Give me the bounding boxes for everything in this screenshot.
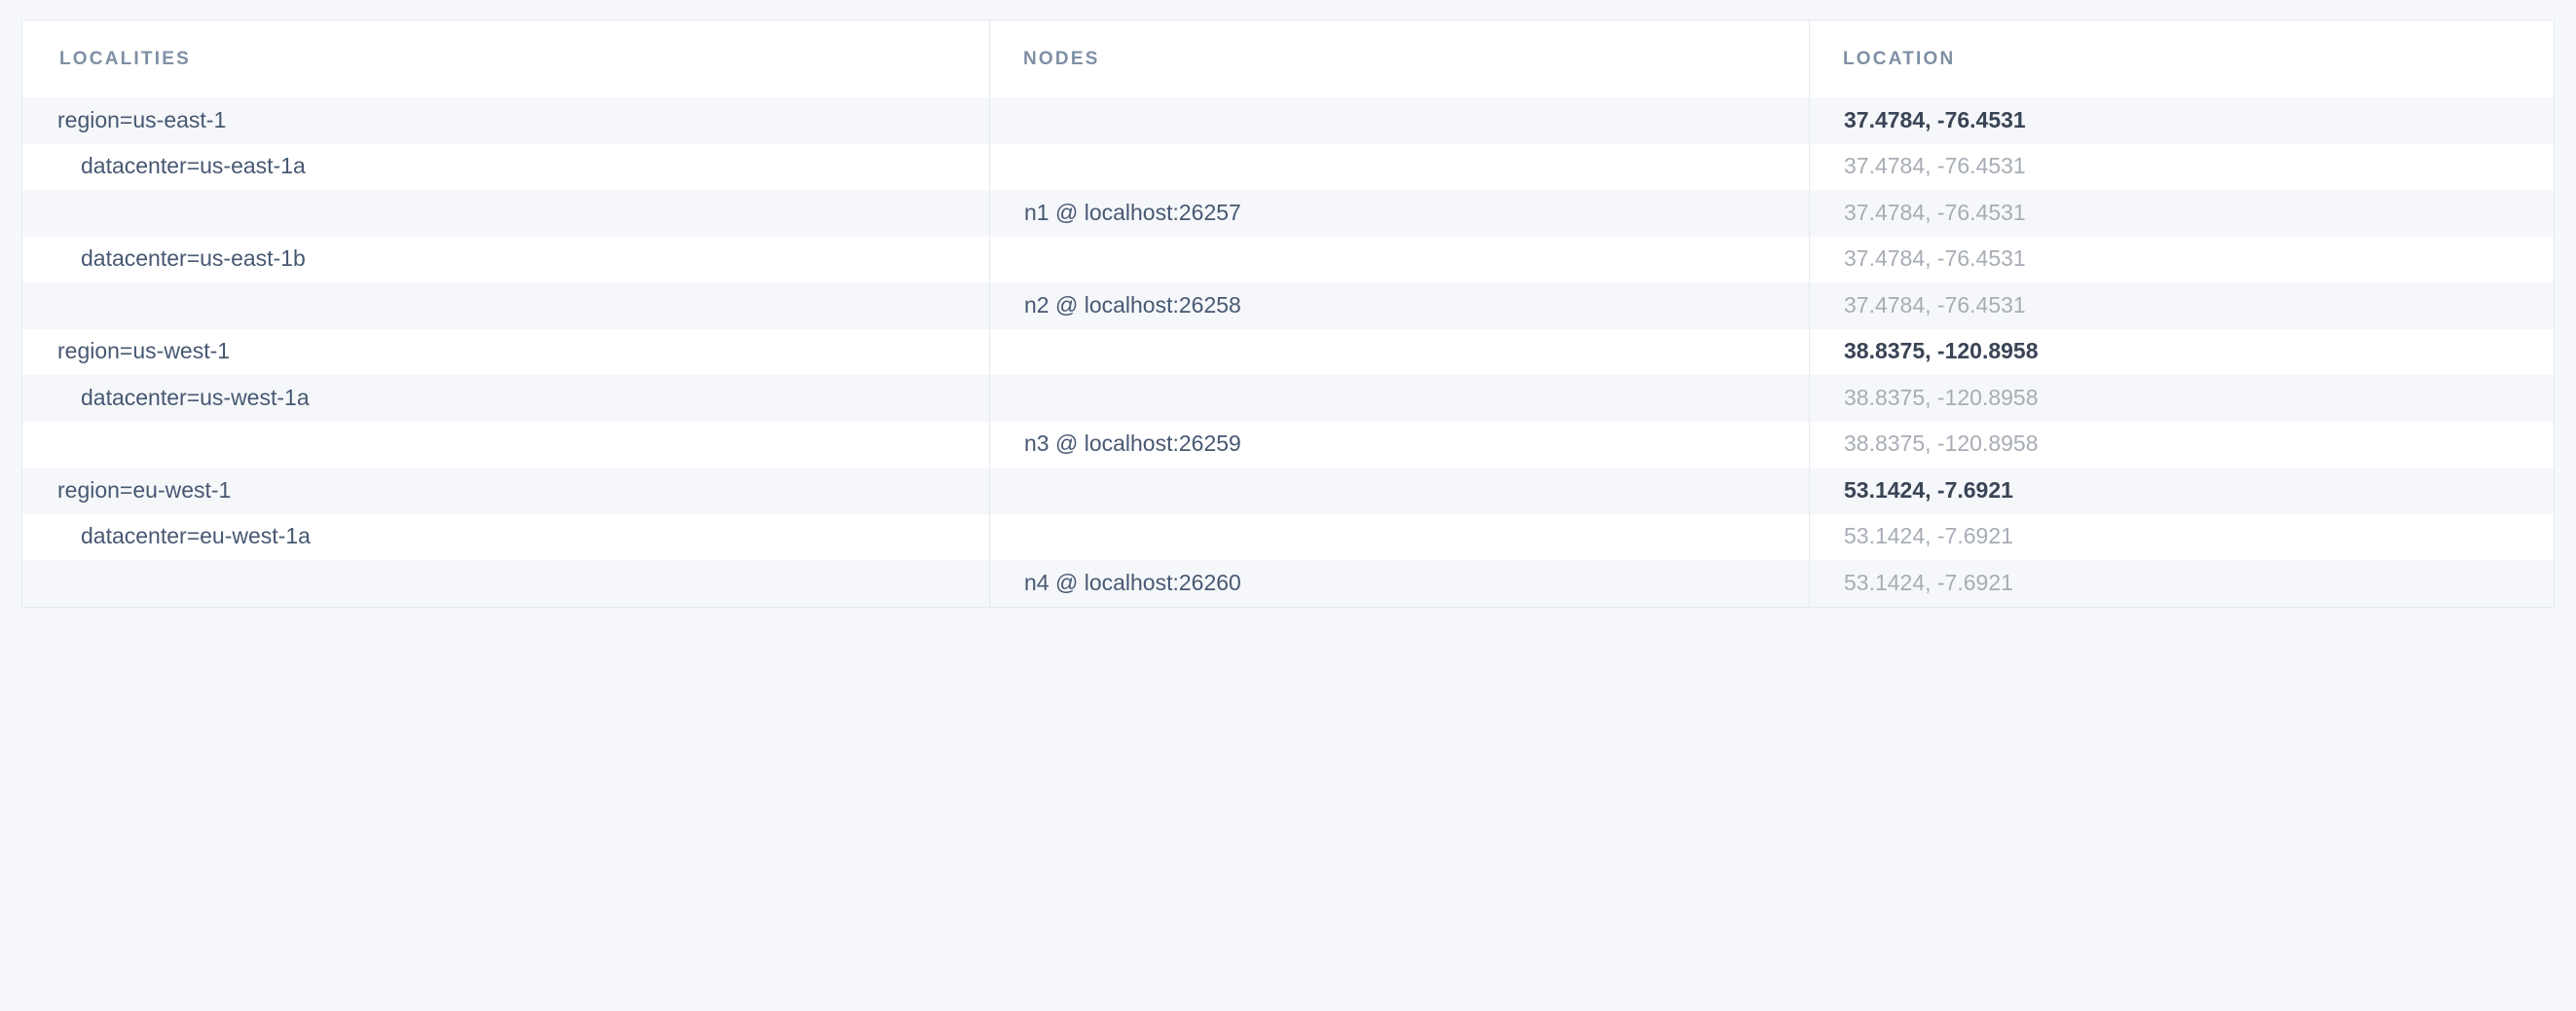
table-row[interactable]: datacenter=us-east-1b 37.4784, -76.4531: [22, 236, 2554, 283]
cell-node: n4 @ localhost:26260: [989, 560, 1809, 607]
cell-node: [989, 329, 1809, 376]
location-coordinates: 37.4784, -76.4531: [1844, 245, 2026, 272]
column-header-localities-label: LOCALITIES: [59, 48, 191, 69]
locality-label: datacenter=us-east-1b: [81, 245, 306, 272]
cell-location: 37.4784, -76.4531: [1809, 237, 2554, 283]
node-label[interactable]: n2 @ localhost:26258: [1024, 291, 1241, 318]
cell-locality: [22, 190, 989, 237]
table-header: LOCALITIES NODES LOCATION: [22, 20, 2554, 97]
cell-location: 38.8375, -120.8958: [1809, 375, 2554, 422]
column-header-location[interactable]: LOCATION: [1809, 20, 2554, 97]
table-row[interactable]: n4 @ localhost:26260 53.1424, -7.6921: [22, 560, 2554, 607]
cell-location: 37.4784, -76.4531: [1809, 190, 2554, 237]
cell-node: [989, 514, 1809, 561]
cell-location: 37.4784, -76.4531: [1809, 144, 2554, 191]
table-row[interactable]: region=eu-west-1 53.1424, -7.6921: [22, 468, 2554, 514]
cell-node: [989, 468, 1809, 514]
node-label[interactable]: n4 @ localhost:26260: [1024, 569, 1241, 595]
table-row[interactable]: datacenter=us-east-1a 37.4784, -76.4531: [22, 143, 2554, 191]
location-coordinates: 38.8375, -120.8958: [1844, 431, 2039, 457]
column-header-nodes[interactable]: NODES: [989, 20, 1809, 97]
cell-node: [989, 375, 1809, 422]
location-coordinates: 38.8375, -120.8958: [1844, 338, 2039, 364]
cell-location: 37.4784, -76.4531: [1809, 282, 2554, 329]
cell-node: n2 @ localhost:26258: [989, 282, 1809, 329]
cell-node: n3 @ localhost:26259: [989, 422, 1809, 468]
locality-label: region=eu-west-1: [57, 476, 232, 503]
cell-locality: datacenter=eu-west-1a: [22, 514, 989, 561]
location-coordinates: 37.4784, -76.4531: [1844, 153, 2026, 179]
table-header-row: LOCALITIES NODES LOCATION: [22, 20, 2554, 97]
table-row[interactable]: n2 @ localhost:26258 37.4784, -76.4531: [22, 282, 2554, 329]
localities-card: LOCALITIES NODES LOCATION region=us-east…: [21, 19, 2555, 608]
cell-locality: datacenter=us-west-1a: [22, 375, 989, 422]
cell-node: [989, 97, 1809, 144]
cell-location: 53.1424, -7.6921: [1809, 514, 2554, 561]
node-label[interactable]: n1 @ localhost:26257: [1024, 199, 1241, 225]
locality-label: region=us-east-1: [57, 106, 227, 132]
location-coordinates: 37.4784, -76.4531: [1844, 199, 2026, 225]
column-header-location-label: LOCATION: [1843, 48, 1956, 69]
locality-label: region=us-west-1: [57, 338, 231, 364]
locality-label: datacenter=us-east-1a: [81, 153, 306, 179]
column-header-localities[interactable]: LOCALITIES: [22, 20, 989, 97]
cell-locality: [22, 422, 989, 468]
cell-location: 37.4784, -76.4531: [1809, 97, 2554, 144]
location-coordinates: 53.1424, -7.6921: [1844, 476, 2013, 503]
localities-table: LOCALITIES NODES LOCATION region=us-east…: [22, 20, 2554, 607]
cell-location: 38.8375, -120.8958: [1809, 422, 2554, 468]
cell-location: 53.1424, -7.6921: [1809, 468, 2554, 514]
cell-locality: [22, 560, 989, 607]
cell-locality: region=us-west-1: [22, 329, 989, 376]
cell-locality: [22, 282, 989, 329]
cell-node: [989, 237, 1809, 283]
locality-label: datacenter=eu-west-1a: [81, 523, 311, 549]
table-row[interactable]: n1 @ localhost:26257 37.4784, -76.4531: [22, 190, 2554, 237]
table-row[interactable]: n3 @ localhost:26259 38.8375, -120.8958: [22, 421, 2554, 468]
column-header-nodes-label: NODES: [1023, 48, 1100, 69]
table-row[interactable]: datacenter=eu-west-1a 53.1424, -7.6921: [22, 513, 2554, 561]
locality-label: datacenter=us-west-1a: [81, 384, 310, 410]
location-coordinates: 37.4784, -76.4531: [1844, 291, 2026, 318]
cell-location: 53.1424, -7.6921: [1809, 560, 2554, 607]
cell-locality: datacenter=us-east-1b: [22, 237, 989, 283]
table-body: region=us-east-1 37.4784, -76.4531 datacen…: [22, 97, 2554, 607]
location-coordinates: 53.1424, -7.6921: [1844, 523, 2013, 549]
location-coordinates: 38.8375, -120.8958: [1844, 384, 2039, 410]
cell-node: n1 @ localhost:26257: [989, 190, 1809, 237]
table-row[interactable]: datacenter=us-west-1a 38.8375, -120.8958: [22, 375, 2554, 422]
cell-locality: region=eu-west-1: [22, 468, 989, 514]
table-row[interactable]: region=us-west-1 38.8375, -120.8958: [22, 328, 2554, 376]
cell-location: 38.8375, -120.8958: [1809, 329, 2554, 376]
node-label[interactable]: n3 @ localhost:26259: [1024, 431, 1241, 457]
cell-node: [989, 144, 1809, 191]
cell-locality: datacenter=us-east-1a: [22, 144, 989, 191]
table-row[interactable]: region=us-east-1 37.4784, -76.4531: [22, 97, 2554, 144]
cell-locality: region=us-east-1: [22, 97, 989, 144]
location-coordinates: 37.4784, -76.4531: [1844, 106, 2026, 132]
location-coordinates: 53.1424, -7.6921: [1844, 569, 2013, 595]
